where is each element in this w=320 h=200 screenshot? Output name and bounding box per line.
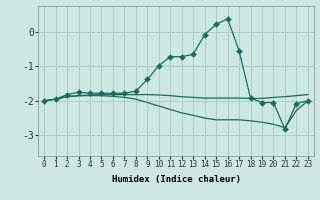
X-axis label: Humidex (Indice chaleur): Humidex (Indice chaleur) (111, 175, 241, 184)
